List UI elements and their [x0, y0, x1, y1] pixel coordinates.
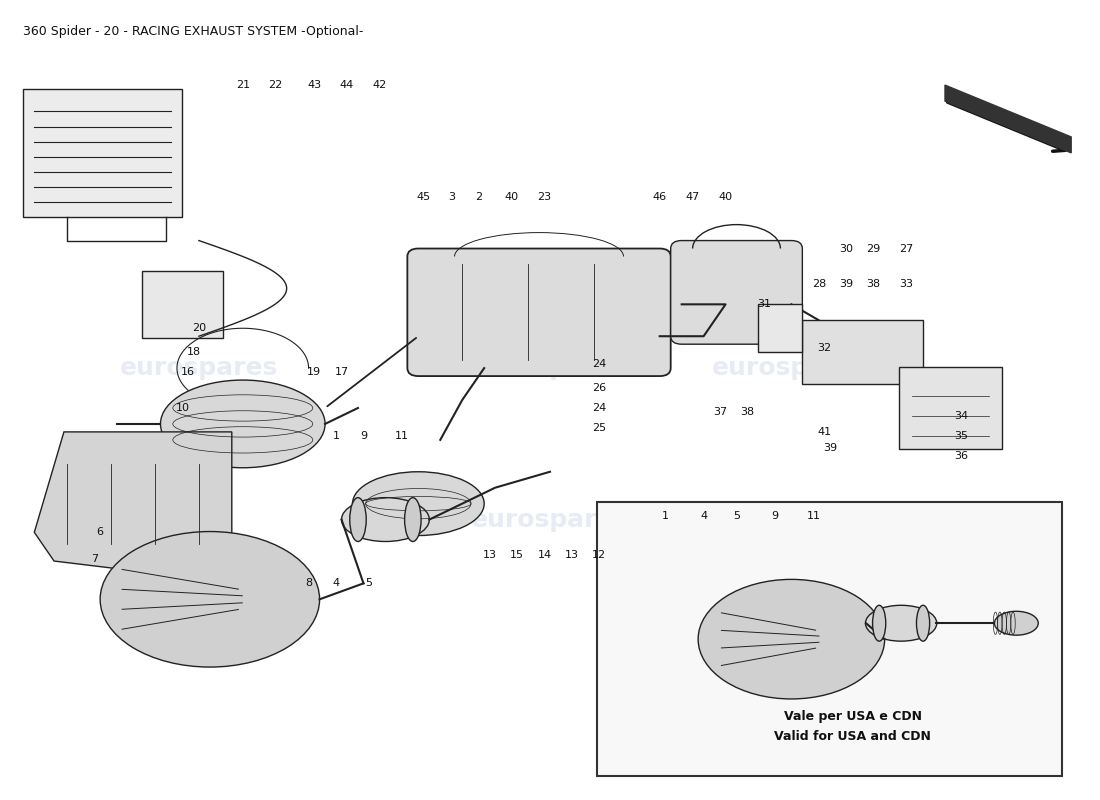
Text: 37: 37	[713, 407, 727, 417]
Text: 5: 5	[733, 510, 740, 521]
Ellipse shape	[872, 606, 886, 641]
Ellipse shape	[698, 579, 884, 699]
Text: 360 Spider - 20 - RACING EXHAUST SYSTEM -Optional-: 360 Spider - 20 - RACING EXHAUST SYSTEM …	[23, 26, 364, 38]
Ellipse shape	[350, 498, 366, 542]
Text: 34: 34	[955, 411, 968, 421]
Text: 46: 46	[652, 192, 667, 202]
Ellipse shape	[352, 472, 484, 535]
Text: 39: 39	[839, 279, 854, 290]
Text: 20: 20	[191, 323, 206, 334]
Ellipse shape	[405, 498, 421, 542]
Text: 36: 36	[955, 451, 968, 461]
Text: 26: 26	[592, 383, 606, 393]
Text: 1: 1	[332, 431, 340, 441]
Text: 8: 8	[305, 578, 312, 588]
Bar	[23, 89, 183, 217]
Text: eurospares: eurospares	[471, 356, 629, 380]
Text: 32: 32	[817, 343, 832, 353]
Text: 5: 5	[365, 578, 373, 588]
FancyBboxPatch shape	[407, 249, 671, 376]
Text: 39: 39	[823, 443, 837, 453]
Text: 6: 6	[97, 526, 103, 537]
FancyBboxPatch shape	[671, 241, 802, 344]
Ellipse shape	[161, 380, 326, 468]
Text: 27: 27	[900, 243, 914, 254]
Text: 12: 12	[592, 550, 606, 561]
Text: 25: 25	[592, 423, 606, 433]
Text: eurospares: eurospares	[120, 356, 278, 380]
Text: 21: 21	[235, 80, 250, 90]
Text: 22: 22	[268, 80, 283, 90]
Text: 13: 13	[483, 550, 497, 561]
Text: 9: 9	[771, 510, 779, 521]
Bar	[802, 320, 923, 384]
Text: 33: 33	[900, 279, 914, 290]
Text: 44: 44	[340, 80, 354, 90]
Text: 24: 24	[592, 403, 606, 413]
Text: 4: 4	[332, 578, 340, 588]
Text: 38: 38	[867, 279, 881, 290]
Text: 14: 14	[538, 550, 551, 561]
FancyBboxPatch shape	[597, 502, 1063, 776]
Text: 15: 15	[510, 550, 524, 561]
Text: eurospares: eurospares	[471, 507, 629, 531]
Ellipse shape	[866, 606, 937, 641]
Text: 47: 47	[685, 192, 700, 202]
Text: 9: 9	[360, 431, 367, 441]
Ellipse shape	[994, 611, 1038, 635]
Text: 19: 19	[307, 367, 321, 377]
Text: 13: 13	[565, 550, 579, 561]
Text: 2: 2	[475, 192, 482, 202]
Text: 10: 10	[175, 403, 189, 413]
Text: 43: 43	[307, 80, 321, 90]
Text: 31: 31	[757, 299, 771, 310]
Text: Valid for USA and CDN: Valid for USA and CDN	[774, 730, 932, 743]
FancyBboxPatch shape	[899, 366, 1002, 450]
Text: 42: 42	[373, 80, 387, 90]
Text: 7: 7	[91, 554, 98, 565]
Ellipse shape	[100, 531, 320, 667]
Text: 17: 17	[334, 367, 349, 377]
Text: 1: 1	[662, 510, 669, 521]
Text: 11: 11	[806, 510, 821, 521]
Polygon shape	[34, 432, 232, 575]
Text: 38: 38	[740, 407, 755, 417]
Text: 30: 30	[839, 243, 854, 254]
Text: 18: 18	[186, 347, 200, 357]
Text: 23: 23	[538, 192, 551, 202]
FancyBboxPatch shape	[142, 271, 223, 338]
Text: 3: 3	[448, 192, 454, 202]
Text: 41: 41	[817, 427, 832, 437]
Text: 11: 11	[395, 431, 409, 441]
Ellipse shape	[916, 606, 930, 641]
Polygon shape	[945, 85, 1071, 153]
Text: 40: 40	[718, 192, 733, 202]
Text: Vale per USA e CDN: Vale per USA e CDN	[784, 710, 922, 723]
Text: 40: 40	[505, 192, 519, 202]
Text: 4: 4	[700, 510, 707, 521]
Text: 16: 16	[180, 367, 195, 377]
Ellipse shape	[341, 498, 429, 542]
Text: 35: 35	[955, 431, 968, 441]
Text: 29: 29	[867, 243, 881, 254]
Text: 45: 45	[417, 192, 431, 202]
Text: eurospares: eurospares	[713, 356, 870, 380]
Bar	[759, 304, 802, 352]
Text: 28: 28	[812, 279, 826, 290]
Text: 24: 24	[592, 359, 606, 369]
